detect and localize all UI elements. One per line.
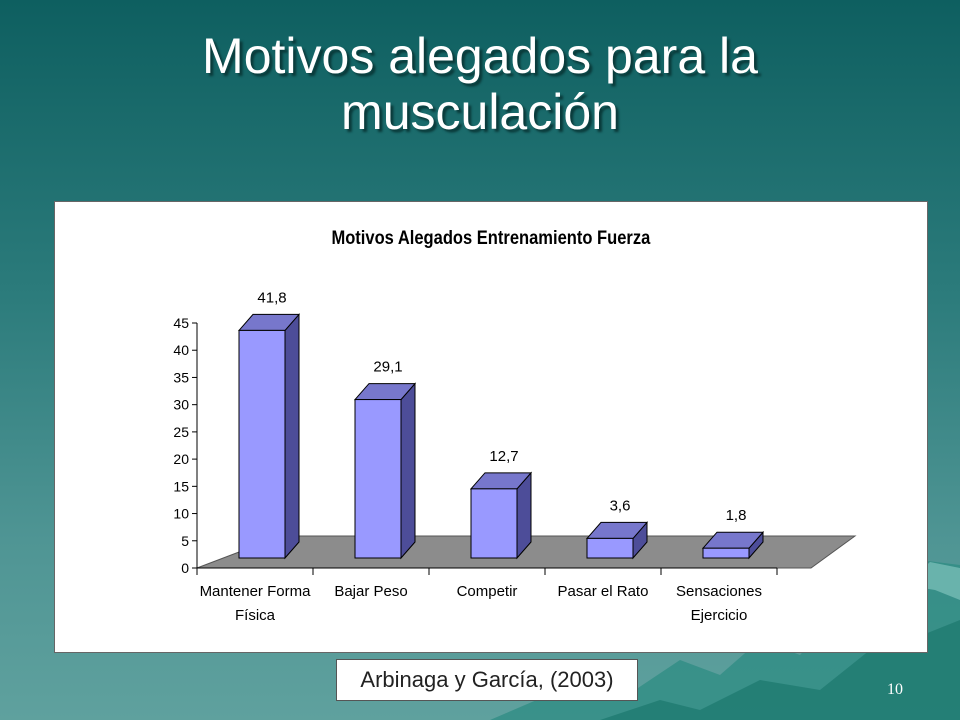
y-tick-label: 20 (173, 451, 189, 467)
bar: 29,1 (353, 359, 417, 560)
x-tick-label: Sensaciones (676, 583, 762, 600)
y-tick-label: 15 (173, 478, 189, 494)
data-label: 12,7 (489, 448, 518, 465)
bar-chart: Motivos Alegados Entrenamiento Fuerza 0 5… (173, 227, 857, 624)
bar-front (586, 537, 634, 559)
bar: 12,7 (469, 448, 533, 560)
bars: 41,8 29,1 12,7 3,6 1,8 (237, 289, 765, 560)
x-tick-label: Mantener Forma (200, 583, 312, 600)
y-tick-label: 5 (181, 533, 189, 549)
y-tick-label: 40 (173, 342, 189, 358)
x-tick-label: Competir (457, 583, 518, 600)
x-tick-label: Pasar el Rato (558, 583, 649, 600)
chart-area: Motivos Alegados Entrenamiento Fuerza 0 5… (54, 201, 928, 653)
bar: 3,6 (585, 497, 649, 560)
bar: 1,8 (701, 507, 765, 560)
slide-number: 10 (887, 681, 903, 698)
y-axis: 0 5 10 15 20 25 30 35 40 45 (173, 315, 198, 576)
bar-front (238, 329, 286, 559)
data-label: 3,6 (610, 497, 631, 514)
x-tick-label: Ejercicio (691, 607, 748, 624)
y-tick-label: 25 (173, 424, 189, 440)
y-tick-label: 45 (173, 315, 189, 331)
bar-front (470, 488, 518, 559)
data-label: 41,8 (257, 289, 286, 306)
slide-title-line1: Motivos alegados para la (202, 28, 758, 84)
bar-side (400, 382, 416, 560)
citation-box: Arbinaga y García, (2003) (336, 659, 638, 701)
y-tick-label: 30 (173, 397, 189, 413)
chart-title: Motivos Alegados Entrenamiento Fuerza (331, 227, 651, 248)
x-tick-label: Bajar Peso (334, 583, 407, 600)
y-tick-label: 35 (173, 369, 189, 385)
bar-side (284, 313, 300, 560)
bar: 41,8 (237, 289, 301, 560)
slide-title: Motivos alegados para la musculación (80, 28, 880, 140)
data-label: 1,8 (726, 507, 747, 524)
y-tick-label: 10 (173, 506, 189, 522)
x-tick-label: Física (235, 607, 276, 624)
y-tick-label: 0 (181, 560, 189, 576)
bar-front (354, 399, 402, 559)
x-axis: Mantener Forma Física Bajar Peso Competir Pa… (196, 567, 778, 624)
data-label: 29,1 (373, 359, 402, 376)
slide-title-line2: musculación (341, 84, 619, 140)
bar-front (702, 547, 750, 559)
